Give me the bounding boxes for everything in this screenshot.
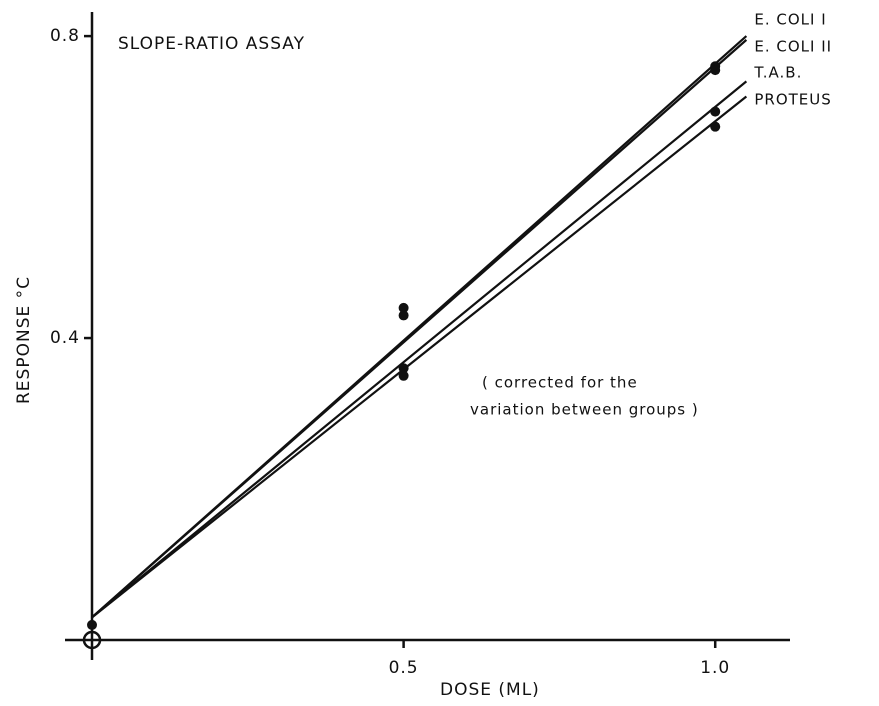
- annotation: ( corrected for the: [482, 374, 638, 392]
- y-tick-label: 0.4: [50, 328, 80, 348]
- data-point: [398, 310, 409, 321]
- data-point: [710, 121, 721, 132]
- series-line: [91, 95, 748, 619]
- data-point: [710, 65, 721, 76]
- series-label: T.A.B.: [753, 64, 802, 82]
- data-point: [710, 106, 721, 117]
- y-axis-label: RESPONSE °C: [14, 276, 34, 404]
- data-point: [87, 619, 97, 630]
- series-label: E. COLI I: [754, 11, 826, 29]
- x-axis-label: DOSE (ML): [440, 680, 540, 700]
- series-line: [91, 39, 748, 619]
- origin-circle: [82, 630, 102, 650]
- series-label: E. COLI II: [754, 38, 832, 56]
- data-point: [398, 363, 409, 374]
- annotation: variation between groups ): [470, 401, 699, 419]
- chart-title: SLOPE-RATIO ASSAY: [118, 34, 305, 54]
- x-tick-label: 1.0: [700, 658, 730, 678]
- data-point: [398, 370, 409, 381]
- x-tick-label: 0.5: [389, 658, 419, 678]
- series-line: [91, 80, 748, 619]
- origin-marker: [82, 630, 102, 650]
- series-label: PROTEUS: [754, 91, 831, 109]
- data-point: [398, 302, 409, 313]
- y-tick-label: 0.8: [50, 26, 80, 46]
